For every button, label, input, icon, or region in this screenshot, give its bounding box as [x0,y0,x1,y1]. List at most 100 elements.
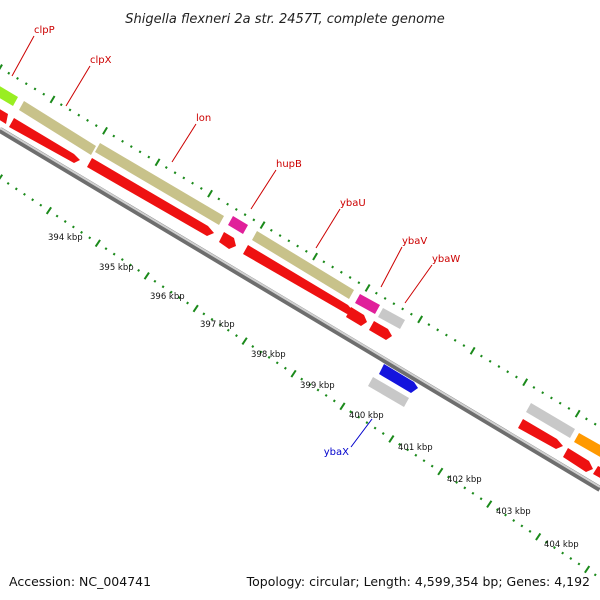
leader-clpx [65,65,91,107]
minor-tick [251,345,255,348]
gene-label-clpx[interactable]: clpX [90,55,112,66]
gene-red-f[interactable] [346,307,367,326]
minor-tick [94,124,98,128]
minor-tick [300,377,304,381]
major-tick [469,346,476,355]
gene-label-hupb[interactable]: hupB [276,159,302,170]
leader-ybaw [404,264,433,304]
gene-lon-forward[interactable] [95,143,224,225]
genome-backbone [0,127,600,492]
minor-tick [153,279,157,283]
minor-tick [39,203,43,207]
minor-tick [182,176,186,180]
minor-tick [59,103,63,107]
gene-red-g[interactable] [369,321,392,340]
gene-red-c[interactable] [87,158,214,236]
gene-label-ybaw[interactable]: ybaW [432,254,460,265]
minor-tick [381,432,385,435]
gene-orange-forward[interactable] [574,433,600,458]
minor-tick [235,334,238,338]
gene-label-lon[interactable]: lon [196,113,211,124]
kbp-label: 402 kbp [447,475,482,485]
kbp-label: 397 kbp [200,320,235,330]
gene-red-j[interactable] [593,466,600,479]
minor-tick [365,421,369,425]
minor-tick [296,244,300,248]
minor-tick [392,302,396,306]
gene-red-d[interactable] [219,232,236,249]
gene-clpx-forward[interactable] [19,101,96,155]
major-tick [94,239,101,248]
minor-tick [414,453,418,457]
minor-tick [401,307,405,311]
minor-tick [120,258,124,262]
minor-tick [357,281,361,285]
minor-tick [252,218,256,222]
minor-tick [331,265,335,269]
major-tick [154,158,161,167]
gene-hupb-forward[interactable] [228,216,248,234]
minor-tick [137,268,141,272]
minor-tick [86,118,89,122]
gene-label-ybau[interactable]: ybaU [340,198,366,209]
leader-ybav [380,246,403,288]
minor-tick [202,312,206,316]
gene-red-b[interactable] [9,118,80,163]
minor-tick [488,359,492,363]
major-tick [102,126,108,135]
minor-tick [275,361,279,365]
minor-tick [398,442,401,446]
major-tick [259,221,266,230]
minor-tick [348,276,352,279]
minor-tick [267,355,271,359]
minor-tick [567,406,571,410]
minor-tick [218,323,222,327]
minor-tick [479,497,483,501]
minor-tick [316,388,320,392]
gene-red-h[interactable] [518,419,563,449]
gene-red-a[interactable] [0,108,8,124]
minor-tick [42,92,46,96]
minor-tick [308,383,312,387]
minor-tick [520,524,524,528]
gene-label-ybax[interactable]: ybaX [324,447,349,458]
minor-tick [430,464,434,468]
minor-tick [541,391,545,395]
map-title: Shigella flexneri 2a str. 2457T, complet… [125,12,444,27]
major-tick [241,337,248,345]
major-tick [522,378,529,387]
major-tick [45,206,52,215]
minor-tick [129,263,132,267]
minor-tick [455,480,459,484]
minor-tick [497,365,501,368]
gene-grey-forward-a[interactable] [526,403,575,438]
gene-red-e[interactable] [243,245,354,314]
gene-ybaw-forward[interactable] [378,308,405,329]
gene-label-clpp[interactable]: clpP [34,25,55,36]
minor-tick [585,417,588,421]
gene-clpp-forward[interactable] [0,85,18,106]
minor-tick [357,415,361,419]
label-leaders [11,35,433,448]
gene-ybax-reverse[interactable] [379,364,418,393]
reverse-genes [368,364,418,407]
gene-ybau-forward[interactable] [252,231,354,299]
major-tick [49,95,56,104]
leader-hupb [250,169,277,210]
minor-tick [173,171,177,175]
minor-tick [112,252,116,256]
minor-tick [6,181,10,185]
major-tick [143,271,150,280]
kbp-label: 400 kbp [349,411,384,421]
minor-tick [569,557,573,560]
gene-label-ybav[interactable]: ybaV [402,236,427,247]
minor-tick [269,228,273,232]
minor-tick [33,87,37,91]
gene-ybav-forward[interactable] [355,294,380,314]
major-tick [535,532,542,541]
kbp-label: 396 kbp [150,292,185,302]
gene-red-i[interactable] [563,448,593,472]
gene-grey-reverse[interactable] [368,377,409,407]
minor-tick [161,285,165,289]
minor-tick [512,519,516,522]
